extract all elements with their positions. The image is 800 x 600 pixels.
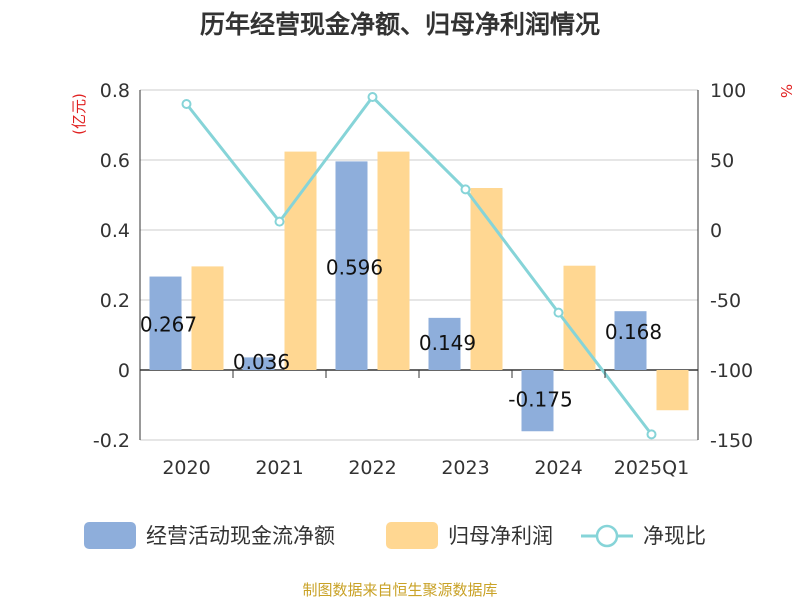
right-tick-label: -100 bbox=[710, 360, 753, 382]
right-tick-label: 50 bbox=[710, 150, 734, 172]
left-tick-label: -0.2 bbox=[93, 430, 130, 452]
x-tick-label: 2025Q1 bbox=[614, 457, 689, 479]
bar-profit bbox=[656, 370, 689, 411]
bar-profit bbox=[284, 151, 317, 370]
x-tick-label: 2022 bbox=[348, 457, 396, 479]
right-tick-label: -150 bbox=[710, 430, 753, 452]
legend: 经营活动现金流净额 归母净利润 净现比 bbox=[84, 522, 706, 549]
legend-label-profit: 归母净利润 bbox=[448, 524, 553, 548]
right-axis-unit: % bbox=[777, 84, 795, 98]
left-tick-label: 0.8 bbox=[100, 80, 130, 102]
legend-label-cashflow: 经营活动现金流净额 bbox=[146, 524, 335, 548]
axes: -0.2 0 0.2 0.4 0.6 0.8 -150 -100 -50 0 50 100 2020 20… bbox=[93, 80, 753, 479]
cashflow-data-label: 0.149 bbox=[419, 331, 476, 355]
x-tick-label: 2020 bbox=[162, 457, 210, 479]
x-tick-label: 2023 bbox=[441, 457, 489, 479]
source-note: 制图数据来自恒生聚源数据库 bbox=[302, 581, 497, 599]
x-tick-label: 2021 bbox=[255, 457, 303, 479]
ratio-line bbox=[181, 92, 657, 440]
cashflow-data-label: 0.168 bbox=[605, 320, 662, 344]
right-tick-label: 0 bbox=[710, 220, 722, 242]
right-tick-label: -50 bbox=[710, 290, 741, 312]
legend-swatch-profit bbox=[386, 522, 438, 549]
bar-cashflow bbox=[149, 276, 182, 370]
cashflow-data-label: 0.267 bbox=[140, 313, 197, 337]
chart-title: 历年经营现金净额、归母净利润情况 bbox=[200, 10, 600, 39]
ratio-point bbox=[367, 92, 378, 102]
bar-profit bbox=[191, 266, 224, 370]
ratio-line-path bbox=[185, 94, 653, 436]
bar-cashflow bbox=[335, 161, 368, 370]
ratio-point bbox=[274, 216, 285, 227]
left-tick-label: 0.2 bbox=[100, 290, 130, 312]
legend-label-ratio: 净现比 bbox=[643, 524, 706, 548]
cashflow-data-label: 0.596 bbox=[326, 255, 383, 279]
left-axis-unit: (亿元) bbox=[70, 93, 88, 135]
ratio-point bbox=[646, 429, 657, 440]
bars bbox=[149, 151, 689, 432]
left-tick-label: 0.4 bbox=[100, 220, 130, 242]
legend-swatch-cashflow bbox=[84, 522, 136, 549]
ratio-point bbox=[460, 184, 471, 195]
cashflow-data-label: 0.036 bbox=[233, 350, 290, 374]
ratio-point bbox=[553, 307, 564, 318]
bar-profit bbox=[377, 151, 410, 370]
legend-swatch-ratio-marker bbox=[595, 524, 619, 548]
data-labels: 0.267 0.036 0.596 0.149 -0.175 0.168 bbox=[140, 255, 662, 411]
bar-cashflow bbox=[614, 311, 647, 370]
bar-cashflow bbox=[521, 370, 554, 432]
right-tick-label: 100 bbox=[710, 80, 746, 102]
left-tick-label: 0 bbox=[118, 360, 130, 382]
left-tick-label: 0.6 bbox=[100, 150, 130, 172]
ratio-point bbox=[181, 99, 192, 109]
x-tick-label: 2024 bbox=[534, 457, 582, 479]
cashflow-data-label: -0.175 bbox=[508, 387, 572, 411]
bar-cashflow bbox=[242, 357, 275, 370]
bar-cashflow bbox=[428, 317, 461, 370]
